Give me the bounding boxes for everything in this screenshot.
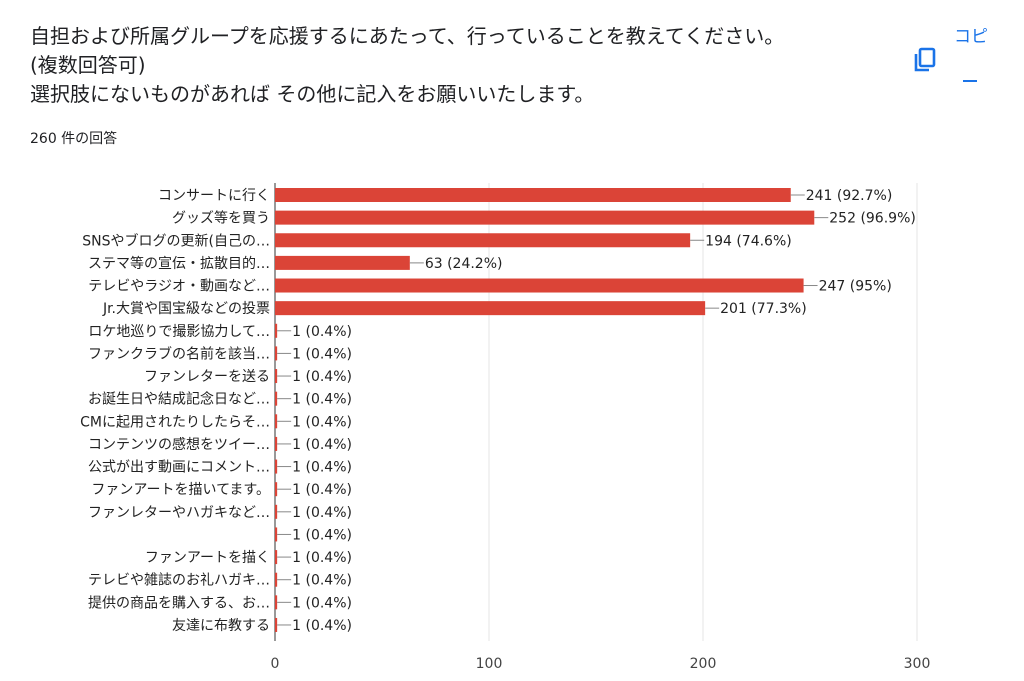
bar [275, 233, 691, 248]
value-label: 1 (0.4%) [292, 460, 352, 476]
x-tick-label: 200 [690, 656, 717, 672]
x-tick-label: 100 [476, 656, 503, 672]
category-label: テレビやラジオ・動画など… [88, 279, 270, 295]
category-label: SNSやブログの更新(自己の… [82, 232, 270, 249]
value-label: 1 (0.4%) [292, 392, 352, 408]
bar [275, 391, 278, 406]
category-label: Jr.大賞や国宝級などの投票 [102, 301, 270, 317]
bar [275, 346, 278, 361]
bar [275, 504, 278, 519]
x-tick-label: 300 [904, 656, 931, 672]
question-title: 自担および所属グループを応援するにあたって、行っていることを教えてください。 (… [30, 22, 890, 109]
value-label: 1 (0.4%) [292, 437, 352, 453]
category-label: ファンアートを描いてます。 [91, 482, 270, 498]
value-label: 247 (95%) [819, 279, 892, 295]
value-label: 252 (96.9%) [829, 211, 916, 227]
question-line-1: 自担および所属グループを応援するにあたって、行っていることを教えてください。 [30, 24, 785, 48]
value-label: 1 (0.4%) [292, 527, 352, 543]
bar [275, 278, 804, 293]
value-label: 1 (0.4%) [292, 482, 352, 498]
question-line-2: (複数回答可) [30, 53, 146, 77]
category-label: 友達に布教する [172, 618, 270, 634]
value-label: 241 (92.7%) [806, 188, 893, 204]
value-label: 1 (0.4%) [292, 369, 352, 385]
bar [275, 595, 278, 610]
value-label: 1 (0.4%) [292, 324, 352, 340]
bar [275, 188, 791, 202]
copy-icon[interactable] [912, 46, 938, 74]
copy-underline [963, 80, 977, 82]
x-tick-label: 0 [271, 656, 280, 672]
value-label: 1 (0.4%) [292, 346, 352, 362]
category-label: コンテンツの感想をツイー… [88, 436, 270, 453]
category-label: お誕生日や結成記念日など… [88, 391, 270, 408]
value-label: 1 (0.4%) [292, 595, 352, 611]
category-label: ロケ地巡りで撮影協力して… [88, 323, 270, 340]
value-label: 201 (77.3%) [720, 301, 807, 317]
bar [275, 527, 278, 542]
category-label: グッズ等を買う [172, 210, 270, 227]
category-label: ファンクラブの名前を該当… [88, 345, 270, 362]
category-label: 公式が出す動画にコメント… [88, 460, 270, 476]
value-label: 1 (0.4%) [292, 573, 352, 589]
bar [275, 255, 410, 270]
bar [275, 210, 815, 225]
bar [275, 482, 278, 497]
copy-button[interactable]: コピ [954, 27, 988, 47]
value-label: 1 (0.4%) [292, 414, 352, 430]
bar [275, 369, 278, 384]
category-label: ステマ等の宣伝・拡散目的… [88, 255, 270, 272]
category-label: ファンアートを描く [145, 550, 270, 566]
value-label: 63 (24.2%) [425, 256, 503, 272]
bar [275, 572, 278, 587]
category-label: テレビや雑誌のお礼ハガキ… [88, 573, 270, 589]
value-label: 1 (0.4%) [292, 505, 352, 521]
bar [275, 617, 278, 632]
response-count: 260 件の回答 [30, 131, 118, 147]
bar [275, 550, 278, 565]
bar [275, 414, 278, 429]
question-line-3: 選択肢にないものがあれば その他に記入をお願いいたします。 [30, 82, 595, 106]
value-label: 194 (74.6%) [705, 233, 792, 249]
bar [275, 301, 706, 316]
category-label: 提供の商品を購入する、お… [88, 595, 270, 611]
bar [275, 459, 278, 474]
value-label: 1 (0.4%) [292, 550, 352, 566]
category-label: コンサートに行く [158, 188, 270, 204]
bar [275, 323, 278, 338]
category-label: ファンレターを送る [144, 369, 270, 385]
bar [275, 436, 278, 451]
value-label: 1 (0.4%) [292, 618, 352, 634]
category-label: CMに起用されたりしたらそ… [80, 414, 270, 430]
category-label: ファンレターやハガキなど… [88, 505, 270, 521]
